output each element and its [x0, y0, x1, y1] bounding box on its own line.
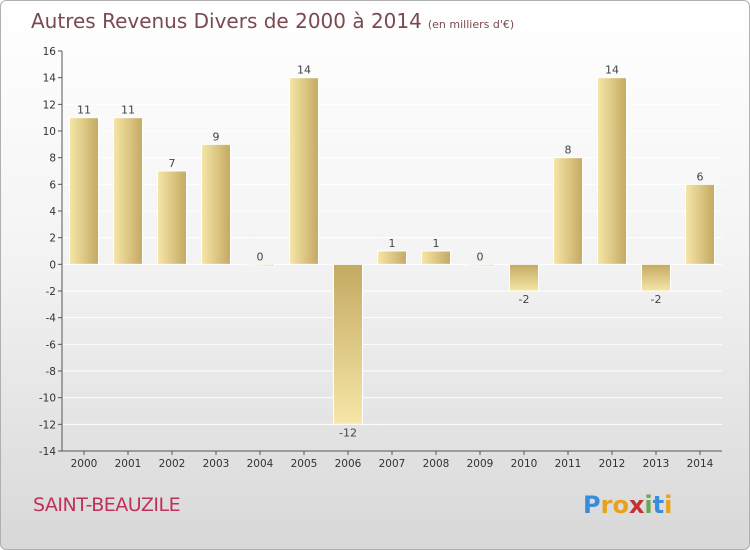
data-label: 11 [121, 104, 135, 117]
logo-letter: P [583, 491, 601, 519]
bar [69, 117, 99, 265]
x-tick-label: 2005 [291, 458, 318, 470]
logo-letter: i [664, 491, 673, 519]
data-label: 8 [565, 144, 572, 157]
y-tick-label: -8 [46, 366, 56, 378]
bar [465, 263, 495, 267]
x-tick-label: 2007 [379, 458, 406, 470]
bar [157, 170, 187, 265]
logo-letter: o [612, 491, 629, 519]
y-tick-label: 12 [43, 99, 56, 111]
data-label: 0 [477, 250, 484, 263]
y-tick-label: 14 [43, 73, 57, 85]
x-tick-label: 2001 [115, 458, 142, 470]
x-tick-label: 2009 [467, 458, 494, 470]
y-tick-label: -4 [46, 313, 57, 325]
y-tick-label: 10 [43, 126, 56, 138]
data-label: 14 [297, 64, 311, 77]
data-label: -12 [339, 426, 357, 439]
y-tick-label: -6 [46, 339, 57, 351]
data-label: -2 [519, 293, 530, 306]
chart-unit: (en milliers d'€) [427, 18, 515, 31]
chart-title: Autres Revenus Divers de 2000 à 2014 (en … [31, 9, 514, 33]
x-tick-label: 2012 [599, 458, 626, 470]
y-tick-label: -10 [39, 393, 56, 405]
x-tick-label: 2008 [423, 458, 450, 470]
y-tick-label: -2 [46, 286, 56, 298]
bar [553, 157, 583, 265]
bar [113, 117, 143, 265]
bar [421, 250, 451, 265]
x-tick-label: 2004 [247, 458, 274, 470]
bar [377, 250, 407, 265]
x-tick-label: 2013 [643, 458, 670, 470]
x-tick-label: 2014 [687, 458, 714, 470]
x-tick-label: 2006 [335, 458, 362, 470]
logo-letter: r [600, 491, 613, 519]
bar [685, 183, 715, 265]
bar [201, 143, 231, 265]
commune-name: SAINT-BEAUZILE [33, 494, 181, 516]
bar [245, 263, 275, 267]
x-tick-label: 2000 [71, 458, 98, 470]
data-label: 1 [389, 237, 396, 250]
chart-title-text: Autres Revenus Divers de 2000 à 2014 [31, 9, 422, 33]
y-tick-label: 8 [49, 153, 56, 165]
logo-letter: x [628, 491, 645, 519]
x-tick-label: 2011 [555, 458, 582, 470]
y-tick-label: 4 [49, 206, 56, 218]
proxiti-logo: Proxiti [583, 491, 672, 519]
y-tick-label: -12 [39, 419, 56, 431]
y-tick-label: 0 [49, 259, 56, 271]
data-label: 6 [697, 170, 704, 183]
logo-letter: i [644, 491, 653, 519]
data-label: 7 [169, 157, 176, 170]
data-label: 11 [77, 104, 91, 117]
data-label: 0 [257, 250, 264, 263]
bar [641, 263, 671, 292]
x-tick-label: 2002 [159, 458, 186, 470]
logo-letter: t [652, 491, 665, 519]
y-tick-label: -14 [39, 446, 56, 458]
x-tick-label: 2003 [203, 458, 230, 470]
data-label: 14 [605, 64, 619, 77]
y-tick-label: 16 [43, 46, 57, 58]
bar [333, 263, 363, 425]
bar [289, 77, 319, 265]
data-label: 9 [213, 130, 220, 143]
data-label: -2 [651, 293, 662, 306]
data-label: 1 [433, 237, 440, 250]
bar [597, 77, 627, 265]
y-tick-label: 6 [49, 179, 56, 191]
x-tick-label: 2010 [511, 458, 538, 470]
bar [509, 263, 539, 292]
y-tick-label: 2 [49, 233, 56, 245]
